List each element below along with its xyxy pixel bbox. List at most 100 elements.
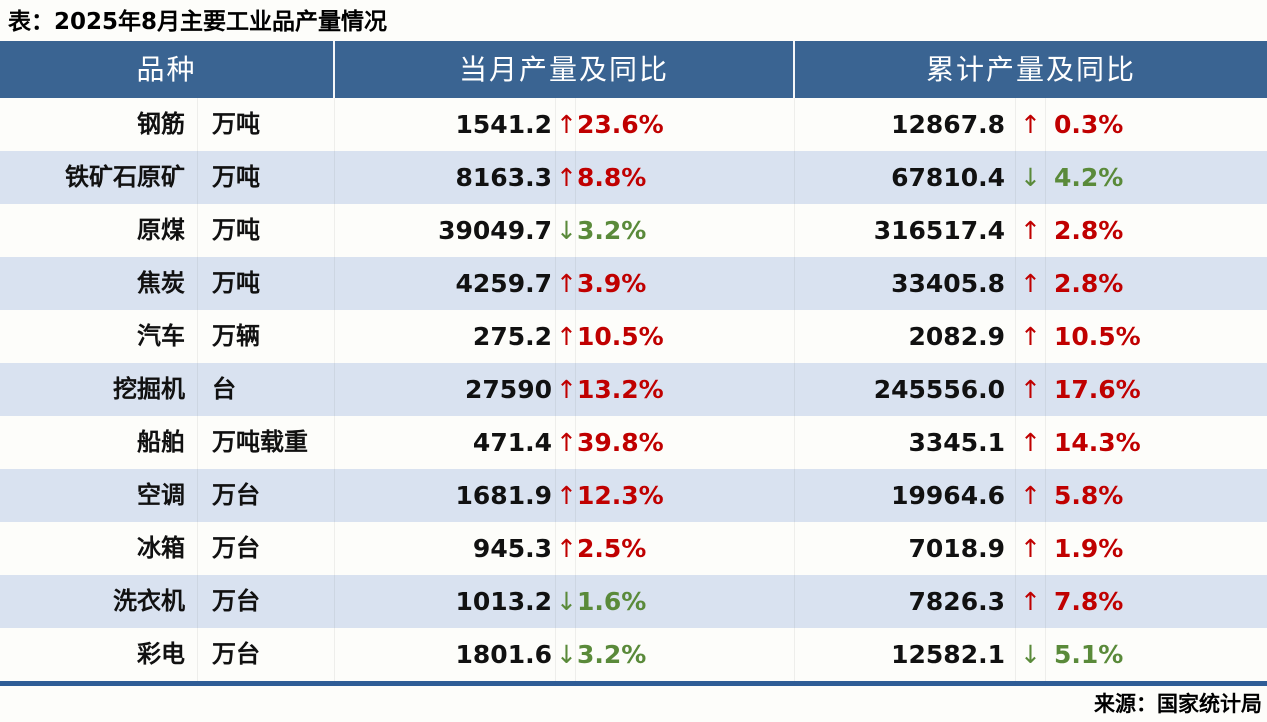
monthly-value: 4259.7 <box>335 257 556 310</box>
product-name: 冰箱 <box>0 522 198 575</box>
header-monthly-output: 当月产量及同比 <box>335 41 795 98</box>
monthly-pct: 2.5% <box>576 522 795 575</box>
monthly-value: 39049.7 <box>335 204 556 257</box>
monthly-pct: 8.8% <box>576 151 795 204</box>
monthly-pct: 39.8% <box>576 416 795 469</box>
table-row: 挖掘机 台 27590 ↑ 13.2% 245556.0 ↑ 17.6% <box>0 363 1267 416</box>
cumulative-value: 3345.1 <box>795 416 1016 469</box>
monthly-pct: 3.2% <box>576 204 795 257</box>
product-name: 铁矿石原矿 <box>0 151 198 204</box>
product-unit: 万吨 <box>198 151 335 204</box>
cumulative-value: 2082.9 <box>795 310 1016 363</box>
product-unit: 万台 <box>198 575 335 628</box>
product-name: 原煤 <box>0 204 198 257</box>
trend-down-icon: ↓ <box>556 204 577 257</box>
monthly-value: 945.3 <box>335 522 556 575</box>
cumulative-value: 245556.0 <box>795 363 1016 416</box>
cumulative-pct: 2.8% <box>1054 269 1124 298</box>
cumulative-pct: 5.1% <box>1054 640 1124 669</box>
trend-up-icon: ↑ <box>556 416 577 469</box>
cumulative-pct: 0.3% <box>1054 110 1124 139</box>
product-unit: 台 <box>198 363 335 416</box>
trend-up-icon: ↑ <box>556 469 577 522</box>
cumulative-value: 7018.9 <box>795 522 1016 575</box>
trend-up-icon: ↑ <box>1016 257 1046 310</box>
product-unit: 万台 <box>198 469 335 522</box>
trend-up-icon: ↑ <box>1016 416 1046 469</box>
trend-up-icon: ↑ <box>1016 363 1046 416</box>
monthly-pct: 1.6% <box>576 575 795 628</box>
trend-up-icon: ↑ <box>556 363 577 416</box>
cumulative-pct: 2.8% <box>1054 216 1124 245</box>
trend-down-icon: ↓ <box>556 575 577 628</box>
table-row: 铁矿石原矿 万吨 8163.3 ↑ 8.8% 67810.4 ↓ 4.2% <box>0 151 1267 204</box>
header-cumulative-output: 累计产量及同比 <box>925 53 1136 86</box>
product-unit: 万台 <box>198 522 335 575</box>
cumulative-pct: 14.3% <box>1054 428 1141 457</box>
cumulative-value: 67810.4 <box>795 151 1016 204</box>
cumulative-value: 12867.8 <box>795 98 1016 151</box>
monthly-pct: 3.9% <box>576 257 795 310</box>
cumulative-pct: 1.9% <box>1054 534 1124 563</box>
trend-up-icon: ↑ <box>1016 204 1046 257</box>
cumulative-pct: 7.8% <box>1054 587 1124 616</box>
monthly-value: 471.4 <box>335 416 556 469</box>
product-name: 彩电 <box>0 628 198 681</box>
product-name: 钢筋 <box>0 98 198 151</box>
cumulative-value: 19964.6 <box>795 469 1016 522</box>
table-row: 空调 万台 1681.9 ↑ 12.3% 19964.6 ↑ 5.8% <box>0 469 1267 522</box>
product-name: 空调 <box>0 469 198 522</box>
trend-down-icon: ↓ <box>1016 628 1046 681</box>
cumulative-pct: 17.6% <box>1054 375 1141 404</box>
table-row: 彩电 万台 1801.6 ↓ 3.2% 12582.1 ↓ 5.1% <box>0 628 1267 681</box>
table-row: 洗衣机 万台 1013.2 ↓ 1.6% 7826.3 ↑ 7.8% <box>0 575 1267 628</box>
trend-up-icon: ↑ <box>1016 469 1046 522</box>
product-unit: 万吨载重 <box>198 416 335 469</box>
table-bottom-border <box>0 681 1267 686</box>
trend-down-icon: ↓ <box>556 628 577 681</box>
source-label: 来源：国家统计局 <box>1094 692 1262 716</box>
page-title: 表：2025年8月主要工业品产量情况 <box>8 9 388 35</box>
trend-up-icon: ↑ <box>556 310 577 363</box>
monthly-pct: 12.3% <box>576 469 795 522</box>
trend-up-icon: ↑ <box>1016 310 1046 363</box>
product-unit: 万辆 <box>198 310 335 363</box>
cumulative-value: 316517.4 <box>795 204 1016 257</box>
product-name: 挖掘机 <box>0 363 198 416</box>
product-unit: 万台 <box>198 628 335 681</box>
cumulative-value: 7826.3 <box>795 575 1016 628</box>
trend-up-icon: ↑ <box>556 257 577 310</box>
table-row: 汽车 万辆 275.2 ↑ 10.5% 2082.9 ↑ 10.5% <box>0 310 1267 363</box>
trend-up-icon: ↑ <box>1016 575 1046 628</box>
monthly-pct: 3.2% <box>576 628 795 681</box>
monthly-value: 1013.2 <box>335 575 556 628</box>
monthly-value: 27590 <box>335 363 556 416</box>
product-unit: 万吨 <box>198 257 335 310</box>
product-unit: 万吨 <box>198 98 335 151</box>
table-row: 钢筋 万吨 1541.2 ↑ 23.6% 12867.8 ↑ 0.3% <box>0 98 1267 151</box>
monthly-pct: 23.6% <box>576 98 795 151</box>
table-header: 品种 当月产量及同比 累计产量及同比 <box>0 41 1267 98</box>
trend-up-icon: ↑ <box>556 151 577 204</box>
cumulative-pct: 10.5% <box>1054 322 1141 351</box>
cumulative-value: 33405.8 <box>795 257 1016 310</box>
table-row: 焦炭 万吨 4259.7 ↑ 3.9% 33405.8 ↑ 2.8% <box>0 257 1267 310</box>
cumulative-pct: 5.8% <box>1054 481 1124 510</box>
trend-up-icon: ↑ <box>556 98 577 151</box>
table-body: 钢筋 万吨 1541.2 ↑ 23.6% 12867.8 ↑ 0.3% 铁矿石原… <box>0 98 1267 681</box>
table-row: 船舶 万吨载重 471.4 ↑ 39.8% 3345.1 ↑ 14.3% <box>0 416 1267 469</box>
monthly-pct: 13.2% <box>576 363 795 416</box>
product-name: 汽车 <box>0 310 198 363</box>
trend-down-icon: ↓ <box>1016 151 1046 204</box>
cumulative-value: 12582.1 <box>795 628 1016 681</box>
product-unit: 万吨 <box>198 204 335 257</box>
monthly-value: 1541.2 <box>335 98 556 151</box>
header-category: 品种 <box>0 41 335 98</box>
cumulative-pct: 4.2% <box>1054 163 1124 192</box>
trend-up-icon: ↑ <box>556 522 577 575</box>
product-name: 焦炭 <box>0 257 198 310</box>
table-row: 冰箱 万台 945.3 ↑ 2.5% 7018.9 ↑ 1.9% <box>0 522 1267 575</box>
trend-up-icon: ↑ <box>1016 98 1046 151</box>
monthly-value: 1801.6 <box>335 628 556 681</box>
